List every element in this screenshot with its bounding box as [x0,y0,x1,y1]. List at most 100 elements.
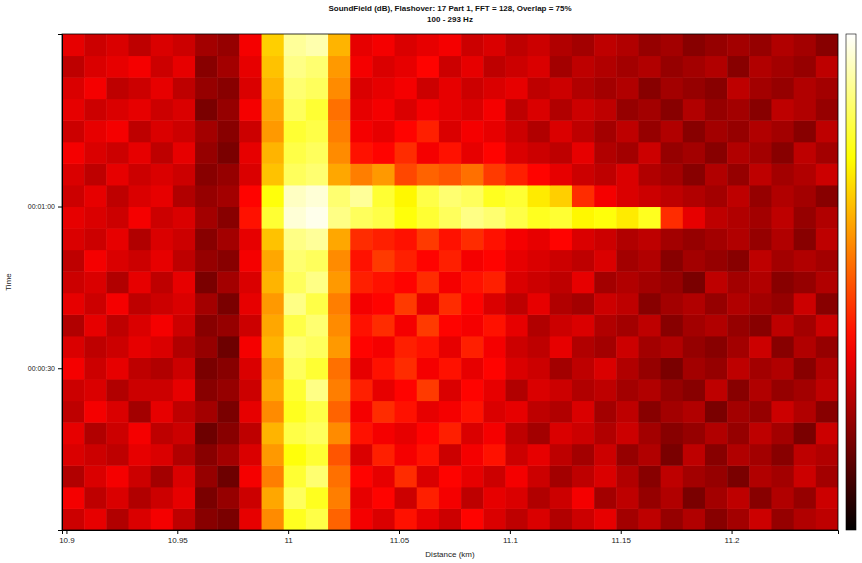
heat-cell [395,293,418,315]
heat-cell [505,56,528,78]
heat-cell [638,357,661,379]
heat-cell [461,465,484,487]
heat-cell [550,293,573,315]
heat-cell [217,508,240,530]
heat-cell [616,271,639,293]
heat-cell [550,185,573,207]
heat-cell [483,185,506,207]
heat-cell [306,250,329,272]
heat-cell [328,508,351,530]
heat-cell [661,271,684,293]
heat-cell [62,99,85,121]
heat-cell [705,508,728,530]
heat-cell [217,228,240,250]
heat-cell [483,401,506,423]
heat-cell [749,508,772,530]
heat-cell [483,163,506,185]
heat-cell [239,34,262,56]
heat-cell [239,271,262,293]
heat-cell [638,293,661,315]
heat-cell [816,142,838,164]
heat-cell [62,185,85,207]
heat-cell [350,34,373,56]
heat-cell [550,34,573,56]
heat-cell [461,379,484,401]
heat-cell [528,77,551,99]
heat-cell [638,314,661,336]
heat-cell [683,465,706,487]
heat-cell [239,379,262,401]
title: SoundField (dB), Flashover: 17 Part 1, F… [328,4,571,13]
heat-cell [439,56,462,78]
heat-cell [106,336,129,358]
heat-cell [306,336,329,358]
heat-cell [62,401,85,423]
heat-cell [417,207,440,229]
heat-cell [705,99,728,121]
x-tick-mark [621,530,622,534]
heat-cell [129,77,152,99]
heat-cell [372,357,395,379]
heat-cell [705,293,728,315]
heat-cell [705,142,728,164]
heat-cell [794,444,817,466]
heat-cell [173,99,196,121]
heat-cell [173,142,196,164]
heat-cell [417,379,440,401]
heat-cell [550,250,573,272]
heat-cell [417,508,440,530]
heat-cell [594,228,617,250]
heat-cell [483,34,506,56]
heat-cell [151,228,174,250]
heat-cell [106,56,129,78]
heat-cell [395,465,418,487]
heat-cell [638,508,661,530]
y-tick-label: 00:01:00 [28,203,55,210]
heat-cell [84,120,107,142]
heat-cell [328,77,351,99]
heat-cell [771,314,794,336]
x-tick: 11.2 [725,530,741,545]
heat-cell [528,142,551,164]
heat-cell [816,357,838,379]
heat-cell [106,207,129,229]
heat-cell [284,56,307,78]
heat-cell [173,508,196,530]
heat-cell [262,336,285,358]
heat-cell [483,444,506,466]
heat-cell [84,250,107,272]
heat-cell [151,379,174,401]
heat-cell [771,77,794,99]
heat-cell [195,487,218,509]
heat-cell [616,34,639,56]
heat-cell [794,120,817,142]
heat-cell [550,228,573,250]
heat-cell [395,357,418,379]
heat-cell [705,228,728,250]
heat-cell [661,207,684,229]
heat-cell [594,77,617,99]
y-axis: 00:00:3000:01:00 [28,35,63,531]
heat-cell [705,357,728,379]
heat-cell [705,314,728,336]
heat-cell [749,465,772,487]
y-tick: 00:01:00 [28,203,62,210]
heat-cell [239,163,262,185]
heat-cell [106,314,129,336]
heat-cell [661,401,684,423]
heat-cell [550,99,573,121]
heat-cell [794,487,817,509]
heat-cell [217,293,240,315]
heat-cell [461,56,484,78]
heat-cell [306,379,329,401]
heat-cell [284,422,307,444]
heat-cell [683,271,706,293]
heat-cell [572,465,595,487]
heat-cell [816,422,838,444]
heat-cell [328,99,351,121]
heat-cell [550,487,573,509]
heat-cell [638,99,661,121]
heat-cell [439,444,462,466]
heat-cell [84,99,107,121]
heat-cell [661,422,684,444]
